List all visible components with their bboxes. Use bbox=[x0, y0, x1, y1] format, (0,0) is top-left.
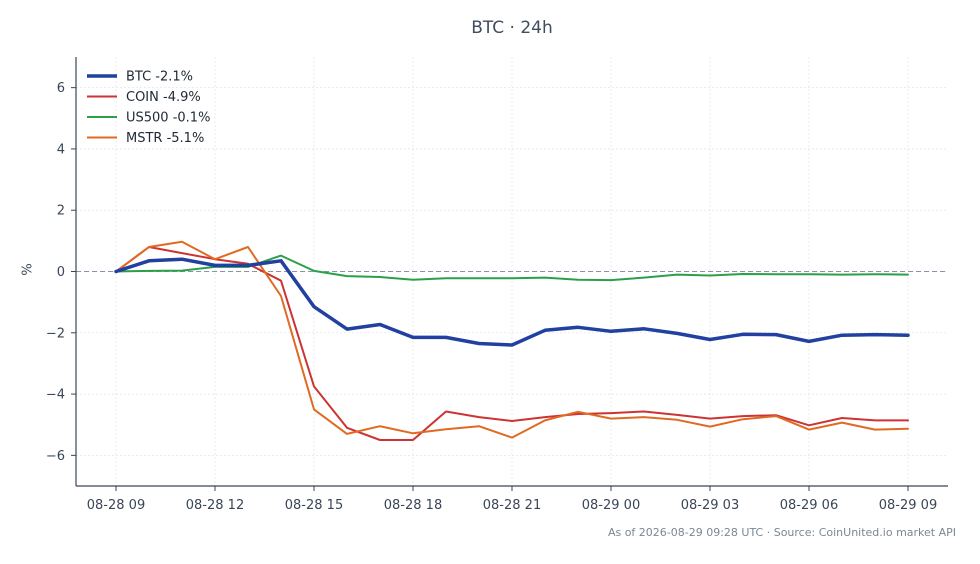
legend-label: COIN -4.9% bbox=[126, 90, 201, 105]
x-tick-label: 08-29 09 bbox=[879, 498, 937, 513]
source-note: As of 2026-08-29 09:28 UTC · Source: Coi… bbox=[607, 526, 956, 539]
x-tick-label: 08-29 06 bbox=[780, 498, 838, 513]
axes: −6 −4 −2 0 2 4 6 08-28 09 08-28 12 08-28 15 08-28 … bbox=[46, 57, 948, 513]
y-tick-label: 6 bbox=[57, 81, 65, 96]
chart-title: BTC · 24h bbox=[471, 18, 553, 38]
x-tick-label: 08-28 21 bbox=[483, 498, 541, 513]
x-tick-label: 08-29 03 bbox=[681, 498, 739, 513]
series-line bbox=[115, 254, 909, 282]
series-line bbox=[115, 240, 909, 439]
y-tick-label: 2 bbox=[57, 204, 65, 219]
legend-label: US500 -0.1% bbox=[126, 111, 210, 126]
y-tick-label: −4 bbox=[46, 388, 65, 403]
x-tick-label: 08-29 00 bbox=[582, 498, 640, 513]
x-tick-label: 08-28 15 bbox=[285, 498, 343, 513]
series-lines bbox=[114, 240, 910, 441]
y-tick-label: 4 bbox=[57, 142, 65, 157]
x-tick-label: 08-28 12 bbox=[186, 498, 244, 513]
legend-label: BTC -2.1% bbox=[126, 70, 193, 85]
y-tick-label: −6 bbox=[46, 449, 65, 464]
x-tick-label: 08-28 09 bbox=[87, 498, 145, 513]
series-line bbox=[114, 257, 910, 347]
y-tick-label: 0 bbox=[57, 265, 65, 280]
y-tick-label: −2 bbox=[46, 326, 65, 341]
grid-lines bbox=[76, 57, 948, 486]
legend: BTC -2.1% COIN -4.9% US500 -0.1% MSTR -5.1% bbox=[87, 70, 210, 146]
x-tick-label: 08-28 18 bbox=[384, 498, 442, 513]
legend-label: MSTR -5.1% bbox=[126, 131, 204, 146]
